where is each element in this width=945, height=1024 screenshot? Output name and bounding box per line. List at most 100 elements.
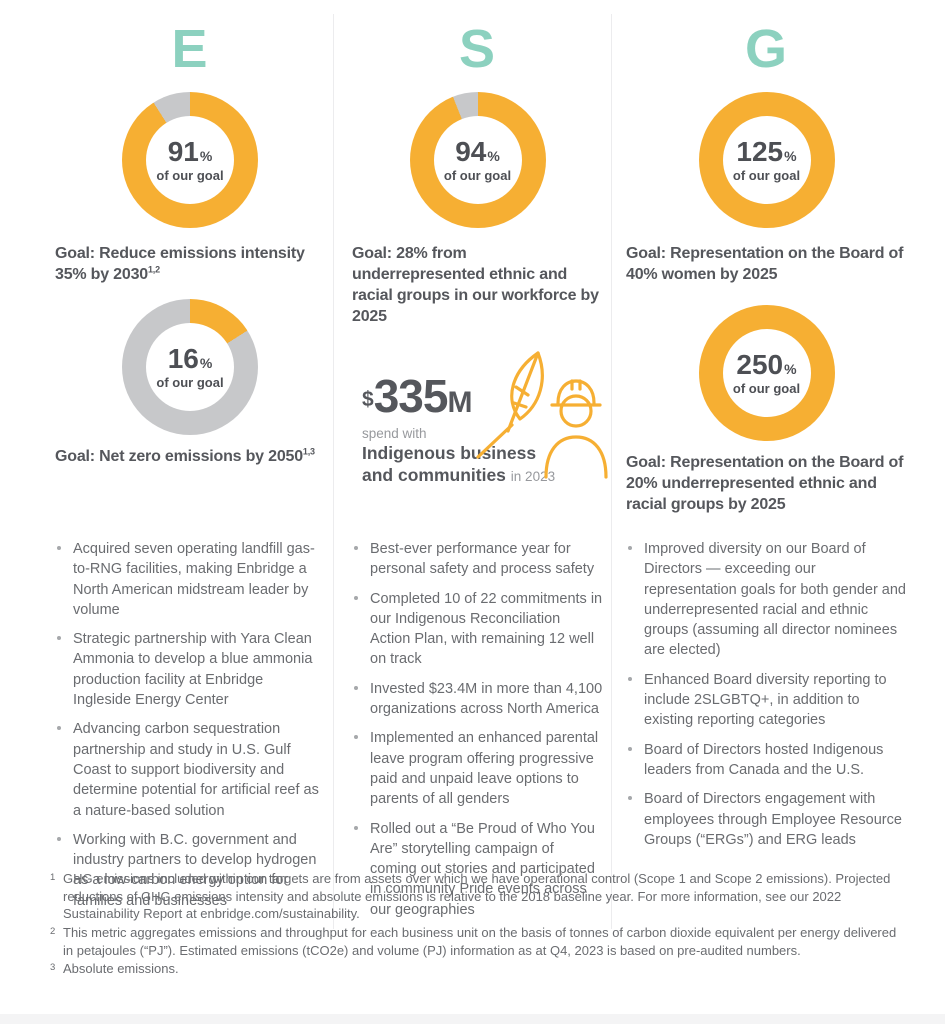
list-item: Invested $23.4M in more than 4,100 organ… (352, 679, 603, 720)
spend-amount: $335M (362, 373, 603, 419)
spend-caption-small: spend with (362, 426, 427, 442)
worker-head (559, 394, 593, 429)
spend-caption-year: in 2023 (510, 469, 556, 485)
list-item-text: Completed 10 of 22 commitments in our In… (370, 590, 603, 668)
percent-sign: % (487, 147, 500, 164)
footnote-marker: 1,3 (302, 446, 315, 457)
bullet-dot-icon (354, 735, 358, 740)
donut-value: 91% (167, 135, 213, 167)
donut-percent-number: 250 (736, 348, 784, 380)
currency-sign: $ (362, 388, 374, 412)
list-item-text: Board of Directors engagement with emplo… (644, 791, 902, 848)
bullet-dot-icon (57, 636, 61, 641)
spend-caption-text: and communities (362, 465, 506, 486)
list-item: Board of Directors engagement with emplo… (626, 789, 907, 850)
donut-sub-label: of our goal (156, 374, 224, 390)
letter-g: G (744, 19, 788, 79)
list-item-text: Best-ever performance year for personal … (370, 541, 595, 578)
donut-center: 125% of our goal (722, 116, 811, 204)
amount-number: 335 (373, 370, 449, 423)
footnote-number: 3 (50, 962, 56, 974)
goal-text: Goal: Net zero emissions by 2050 (55, 448, 303, 466)
percent-sign: % (784, 147, 797, 164)
bullet-dot-icon (354, 685, 358, 690)
bullet-dot-icon (57, 546, 61, 550)
donut-value: 16% (167, 342, 213, 374)
goal-board-women: Goal: Representation on the Board of 40%… (626, 243, 907, 285)
donut-percent-number: 91 (167, 135, 199, 167)
column-environmental-top: E 91% of our goal Goal: Reduce emissions… (55, 22, 325, 527)
bullet-dot-icon (628, 546, 632, 550)
bullet-dot-icon (354, 546, 358, 550)
goal-text: Goal: Reduce emissions intensity 35% by … (55, 245, 305, 284)
percent-sign: % (199, 354, 213, 371)
donut-center: 94% of our goal (433, 116, 522, 204)
footnote-3: 3 Absolute emissions. (50, 960, 905, 978)
list-item: Enhanced Board diversity reporting to in… (626, 670, 907, 731)
environmental-highlights-list: Acquired seven operating landfill gas-to… (55, 539, 325, 911)
donut-value: 94% (455, 135, 500, 167)
donut-chart-net-zero: 16% of our goal (122, 299, 258, 436)
goal-net-zero: Goal: Net zero emissions by 20501,3 (55, 446, 325, 467)
donut-center: 250% of our goal (722, 329, 811, 418)
social-highlights-list: Best-ever performance year for personal … (352, 539, 603, 920)
donut-value: 125% (736, 135, 797, 167)
worker-hardhat (556, 379, 596, 406)
amount-magnitude: M (447, 386, 473, 420)
donut-chart-board-ethnic: 250% of our goal (698, 305, 835, 442)
list-item-text: Advancing carbon sequestration partnersh… (73, 721, 319, 819)
column-social: S 94% of our goal Goal: 28% from underre… (333, 14, 611, 930)
list-item: Advancing carbon sequestration partnersh… (55, 719, 325, 820)
footnote-marker: 1,2 (147, 264, 160, 275)
list-item: Working with B.C. government and industr… (55, 830, 325, 911)
worker-shoulders (544, 435, 608, 480)
list-item: Acquired seven operating landfill gas-to… (55, 539, 325, 620)
donut-percent-number: 125 (736, 135, 784, 167)
column-governance: G 125% of our goal Goal: Representation … (611, 14, 945, 930)
page-bottom-strip (0, 1014, 945, 1024)
goal-emissions-intensity: Goal: Reduce emissions intensity 35% by … (55, 243, 325, 285)
donut-sub-label: of our goal (156, 167, 224, 183)
spend-caption-bold: Indigenous business (362, 443, 537, 464)
footnotes-section: 1 GHG emissions included within our targe… (0, 858, 945, 978)
donut-percent-number: 16 (167, 342, 199, 374)
letter-s: S (458, 19, 497, 79)
list-item-text: Implemented an enhanced parental leave p… (370, 730, 599, 808)
spend-caption-bold-2: and communities in 2023 (362, 465, 603, 487)
list-item-text: Rolled out a “Be Proud of Who You Are” s… (370, 820, 595, 918)
donut-chart-emissions-intensity: 91% of our goal (122, 92, 258, 228)
donut-percent-number: 94 (455, 135, 487, 167)
governance-highlights-list: Improved diversity on our Board of Direc… (626, 539, 907, 850)
bullet-dot-icon (354, 595, 358, 600)
list-item: Improved diversity on our Board of Direc… (626, 539, 907, 661)
percent-sign: % (199, 147, 213, 164)
feather-barbs (512, 385, 530, 410)
donut-value: 250% (736, 348, 796, 380)
list-item-text: Strategic partnership with Yara Clean Am… (73, 631, 313, 709)
list-item: Implemented an enhanced parental leave p… (352, 728, 603, 809)
goal-text: Goal: Representation on the Board of 20%… (626, 454, 904, 514)
column-social-top: S 94% of our goal Goal: 28% from underre… (352, 19, 608, 527)
bullet-dot-icon (57, 836, 61, 841)
footnote-number: 2 (50, 926, 56, 938)
bullet-dot-icon (628, 796, 632, 801)
list-item-text: Enhanced Board diversity reporting to in… (644, 671, 887, 729)
hardhat-ridge (570, 379, 582, 392)
donut-center: 16% of our goal (146, 323, 234, 412)
list-item-text: Working with B.C. government and industr… (73, 831, 317, 909)
column-environmental: E 91% of our goal Goal: Reduce emissions… (0, 14, 333, 929)
bullet-dot-icon (57, 726, 61, 731)
list-item-text: Acquired seven operating landfill gas-to… (73, 541, 315, 618)
list-item: Best-ever performance year for personal … (352, 539, 603, 580)
feather-and-worker-icon (476, 351, 608, 480)
footnote-1: 1 GHG emissions included within our targe… (50, 870, 905, 923)
list-item: Strategic partnership with Yara Clean Am… (55, 629, 325, 710)
donut-sub-label: of our goal (732, 380, 801, 396)
donut-sub-label: of our goal (443, 167, 512, 183)
list-item: Rolled out a “Be Proud of Who You Are” s… (352, 819, 603, 920)
footnote-text: This metric aggregates emissions and thr… (63, 925, 897, 958)
esg-columns: E 91% of our goal Goal: Reduce emissions… (55, 14, 906, 930)
column-governance-top: G 125% of our goal Goal: Representation … (626, 22, 907, 527)
list-item-text: Improved diversity on our Board of Direc… (644, 541, 906, 659)
